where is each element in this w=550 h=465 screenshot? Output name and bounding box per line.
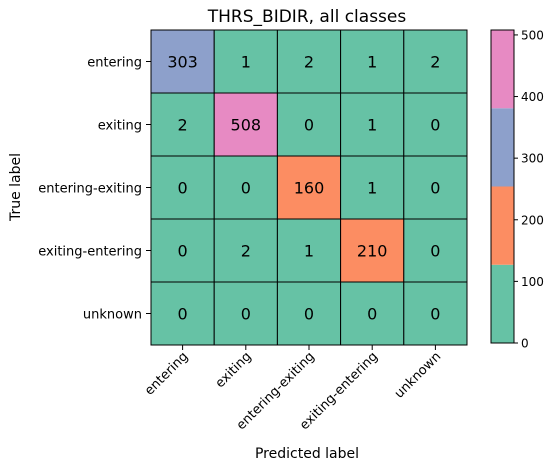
cell-value-label: 210 xyxy=(357,242,388,261)
heatmap-cell xyxy=(403,218,468,283)
y-tick-label: entering xyxy=(87,56,142,71)
colorbar xyxy=(490,29,515,344)
cell-value-label: 303 xyxy=(167,53,198,72)
x-tick-label: exiting xyxy=(213,349,255,391)
cell-value-label: 1 xyxy=(304,242,314,261)
y-tick-label: unknown xyxy=(83,308,142,323)
heatmap-cell xyxy=(276,29,342,94)
cell-value-label: 0 xyxy=(304,116,314,135)
colorbar-tick-label: 500 xyxy=(521,28,544,42)
heatmap-cell xyxy=(340,29,405,94)
cell-value-label: 0 xyxy=(430,305,440,324)
cell-value-label: 1 xyxy=(367,53,377,72)
heatmap-cell xyxy=(213,29,278,94)
cell-value-label: 1 xyxy=(367,116,377,135)
cell-value-label: 0 xyxy=(304,305,314,324)
cell-value-label: 0 xyxy=(430,242,440,261)
heatmap-cell xyxy=(213,155,278,220)
colorbar-tick-label: 0 xyxy=(521,337,529,351)
colorbar-bin xyxy=(491,30,514,109)
cell-value-label: 0 xyxy=(178,179,188,198)
cell-value-label: 0 xyxy=(178,305,188,324)
heatmap-cell xyxy=(213,218,278,283)
cell-value-label: 1 xyxy=(367,179,377,198)
cell-value-label: 0 xyxy=(430,116,440,135)
cell-value-labels: 303 1 2 1 2 2 508 0 1 0 0 0 160 1 0 0 2 1 210 0 0 0 0 0 0 xyxy=(167,53,440,324)
heatmap-cell xyxy=(403,92,468,157)
colorbar-tick-label: 100 xyxy=(521,275,544,289)
x-tick-label: entering xyxy=(142,349,191,398)
cell-value-label: 0 xyxy=(241,179,251,198)
heatmap-cell xyxy=(150,29,215,94)
colorbar-tick-labels: 0 100 200 300 400 500 xyxy=(514,28,544,351)
cell-value-label: 2 xyxy=(304,53,314,72)
x-tick-label: unknown xyxy=(392,349,444,401)
cell-value-label: 160 xyxy=(294,179,325,198)
heatmap-cell xyxy=(276,281,342,346)
cell-value-label: 0 xyxy=(178,242,188,261)
y-tick-label: exiting-entering xyxy=(38,245,142,260)
heatmap-cell xyxy=(403,281,468,346)
cell-value-label: 2 xyxy=(241,242,251,261)
cell-value-label: 0 xyxy=(241,305,251,324)
y-tick-label: exiting xyxy=(98,119,142,134)
x-tick-labels: entering exitingentering-exitingexiting-e… xyxy=(142,345,444,433)
heatmap-cell xyxy=(340,155,405,220)
heatmap-cell xyxy=(213,281,278,346)
cell-value-label: 0 xyxy=(367,305,377,324)
cell-value-label: 2 xyxy=(430,53,440,72)
y-tick-labels: entering exiting entering-exiting exiting-e… xyxy=(38,56,151,323)
colorbar-tick-label: 400 xyxy=(521,90,544,104)
cell-value-label: 2 xyxy=(178,116,188,135)
x-axis-label: Predicted label xyxy=(255,446,359,462)
colorbar-bin xyxy=(491,108,514,187)
colorbar-tick-label: 300 xyxy=(521,152,544,166)
heatmap-cell xyxy=(150,281,215,346)
cell-value-label: 508 xyxy=(231,116,262,135)
colorbar-bin xyxy=(491,264,514,343)
colorbar-tick-label: 200 xyxy=(521,213,544,227)
heatmap-cell xyxy=(340,218,405,283)
y-tick-label: entering-exiting xyxy=(38,182,142,197)
colorbar-bin xyxy=(491,186,514,265)
cell-value-label: 1 xyxy=(241,53,251,72)
y-axis-label: True label xyxy=(8,153,24,222)
chart-title: THRS_BIDIR, all classes xyxy=(207,7,407,27)
colorbar-frame xyxy=(490,29,515,344)
heatmap-cell xyxy=(276,92,342,157)
heatmap-cells xyxy=(150,29,468,346)
cell-value-label: 0 xyxy=(430,179,440,198)
heatmap-cell xyxy=(276,218,342,283)
